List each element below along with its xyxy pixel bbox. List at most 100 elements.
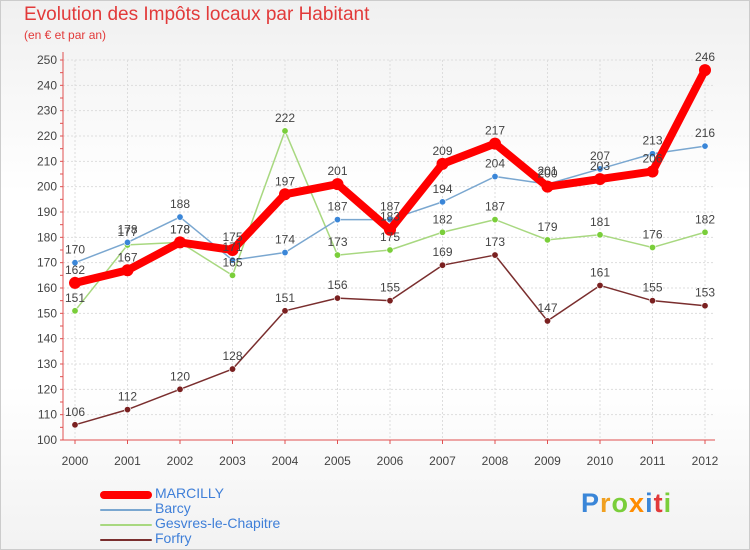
data-label: 182: [695, 212, 715, 226]
data-label: 174: [275, 233, 295, 247]
x-tick-label: 2003: [219, 454, 246, 468]
data-point: [596, 231, 604, 239]
data-point: [386, 246, 394, 254]
chart-title: Evolution des Impôts locaux par Habitant: [24, 4, 370, 25]
data-label: 147: [537, 301, 557, 315]
data-label: 156: [327, 278, 347, 292]
data-label: 203: [590, 159, 610, 173]
data-point: [279, 188, 291, 201]
data-point: [543, 236, 551, 244]
data-label: 167: [117, 250, 137, 264]
data-point: [333, 216, 341, 224]
data-label: 175: [222, 230, 242, 244]
x-tick-label: 2011: [640, 454, 666, 468]
data-point: [541, 180, 554, 193]
data-point: [229, 271, 237, 279]
logo-letter: i: [663, 488, 673, 518]
data-label: 179: [537, 220, 557, 234]
x-tick-label: 2004: [272, 454, 299, 468]
data-label: 187: [327, 200, 347, 214]
data-point: [281, 307, 289, 315]
data-point: [438, 228, 446, 236]
data-point: [333, 294, 341, 302]
data-point: [596, 165, 604, 173]
data-point: [699, 64, 711, 77]
data-label: 183: [380, 210, 400, 224]
x-tick-label: 2010: [587, 454, 614, 468]
data-label: 187: [485, 200, 505, 214]
proxiti-logo: Proxiti: [581, 488, 672, 519]
data-point: [121, 264, 134, 277]
data-point: [281, 127, 289, 135]
data-label: 201: [327, 164, 347, 178]
data-label: 178: [117, 222, 137, 236]
logo-letter: r: [600, 488, 612, 518]
y-tick-label: 200: [37, 180, 57, 194]
y-tick-label: 210: [37, 154, 57, 168]
y-tick-label: 220: [37, 129, 57, 143]
data-point: [436, 157, 449, 170]
x-tick-label: 2008: [482, 454, 509, 468]
x-tick-label: 2012: [692, 454, 719, 468]
data-label: 151: [275, 291, 295, 305]
data-label: 106: [65, 405, 85, 419]
y-tick-label: 100: [37, 433, 57, 447]
data-label: 217: [485, 124, 505, 138]
logo-letter: P: [581, 488, 601, 518]
legend-swatch: [100, 509, 152, 511]
data-point: [176, 213, 184, 221]
data-label: 246: [695, 50, 715, 64]
data-point: [229, 256, 237, 264]
logo-letter: o: [611, 488, 630, 518]
data-label: 162: [65, 263, 85, 277]
data-label: 128: [222, 349, 242, 363]
data-label: 178: [170, 222, 190, 236]
data-point: [701, 228, 709, 236]
y-tick-label: 110: [38, 408, 57, 422]
data-point: [648, 150, 656, 158]
x-tick-label: 2007: [429, 454, 456, 468]
legend-label: MARCILLY: [155, 485, 224, 501]
data-label: 178: [170, 222, 190, 236]
data-point: [648, 243, 656, 251]
data-point: [124, 238, 132, 246]
data-label: 213: [642, 134, 662, 148]
data-label: 206: [642, 151, 662, 165]
legend-swatch: [100, 524, 152, 526]
data-label: 207: [590, 149, 610, 163]
data-label: 204: [485, 157, 505, 171]
data-point: [491, 251, 499, 259]
data-label: 112: [118, 390, 137, 404]
data-point: [71, 307, 79, 315]
y-tick-label: 150: [37, 306, 57, 320]
x-tick-label: 2000: [62, 454, 89, 468]
logo-letter: x: [629, 488, 646, 518]
y-tick-label: 120: [37, 382, 57, 396]
data-point: [648, 297, 656, 305]
data-point: [71, 259, 79, 267]
y-tick-label: 190: [37, 205, 57, 219]
legend-label: Barcy: [155, 500, 191, 516]
data-label: 170: [65, 243, 85, 257]
data-point: [124, 406, 132, 414]
data-label: 151: [65, 291, 85, 305]
data-label: 187: [380, 200, 400, 214]
data-point: [491, 173, 499, 181]
y-tick-label: 250: [37, 53, 57, 67]
data-label: 161: [590, 265, 610, 279]
data-point: [384, 223, 396, 236]
y-tick-label: 170: [37, 256, 57, 270]
logo-letter: i: [645, 488, 654, 518]
y-tick-label: 230: [37, 104, 57, 118]
data-point: [176, 385, 184, 393]
data-point: [71, 421, 79, 429]
data-label: 216: [695, 126, 715, 140]
data-point: [229, 365, 237, 373]
chart-subtitle: (en € et par an): [24, 28, 107, 42]
data-point: [333, 251, 341, 259]
data-label: 209: [432, 144, 452, 158]
data-label: 197: [275, 174, 295, 188]
data-point: [646, 165, 659, 178]
legend-label: Forfry: [155, 530, 192, 546]
data-label: 175: [380, 230, 400, 244]
